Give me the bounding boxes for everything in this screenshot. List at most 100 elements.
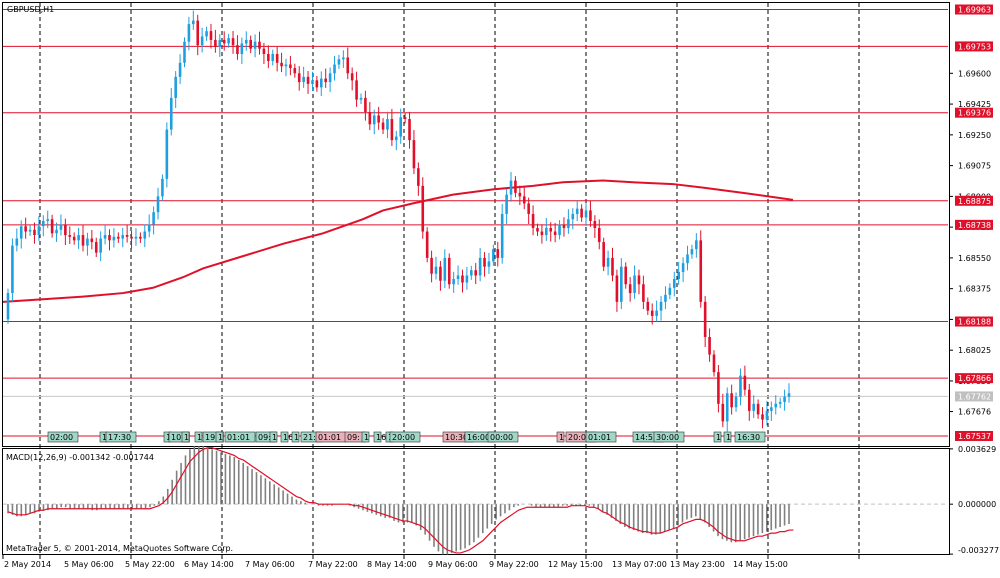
- event-tag-box: [373, 431, 382, 443]
- level-price-tag-label: 1.69376: [958, 109, 991, 118]
- candle-body: [514, 180, 517, 193]
- candle-body: [580, 208, 583, 218]
- candle-body: [439, 266, 442, 281]
- level-price-tag-box: [955, 195, 993, 206]
- event-tag: 20:00: [389, 431, 421, 443]
- candle: [161, 174, 164, 201]
- candle: [121, 227, 125, 248]
- candle-body: [192, 20, 195, 25]
- candle: [59, 214, 63, 236]
- level-price-tag-box: [955, 107, 993, 118]
- candle: [28, 225, 32, 236]
- candle-body: [712, 354, 716, 373]
- candle: [487, 252, 491, 274]
- candle-body: [262, 48, 266, 54]
- event-tag-box: [224, 431, 256, 443]
- event-tag-box: [291, 431, 300, 443]
- candle: [350, 67, 354, 91]
- candle: [531, 205, 535, 236]
- candle-body: [708, 337, 711, 355]
- candle: [205, 26, 208, 41]
- candle-body: [15, 238, 19, 246]
- candle-body: [37, 226, 41, 236]
- candle-body: [536, 228, 539, 232]
- time-tick-label: 5 May 22:00: [125, 560, 175, 569]
- candle: [306, 71, 310, 94]
- event-tag-label: 1: [294, 433, 299, 442]
- candle-body: [315, 80, 319, 88]
- event-tag: 02:00: [47, 431, 79, 443]
- candle-body: [589, 210, 592, 221]
- candle: [606, 250, 610, 276]
- candle-body: [686, 254, 689, 264]
- candle-body: [169, 97, 173, 130]
- candle-body: [668, 287, 672, 295]
- candle-body: [161, 178, 164, 197]
- candle: [253, 34, 257, 58]
- price-tick-label: 1.68375: [958, 285, 991, 294]
- candle-body: [567, 219, 570, 229]
- candle-body: [752, 403, 756, 411]
- event-tag-label: 00:00: [490, 433, 513, 442]
- candle-body: [41, 220, 45, 227]
- level-price-tag: 1.68188: [955, 316, 993, 327]
- candle: [386, 111, 389, 139]
- current-price-tag-box: [955, 391, 993, 402]
- macd-tick-label: -0.003277: [958, 546, 999, 555]
- event-tag-label: 09:: [347, 433, 360, 442]
- candle: [192, 10, 195, 30]
- candle: [567, 209, 570, 234]
- event-tag: 1: [215, 431, 224, 443]
- candle: [90, 229, 94, 250]
- candle: [430, 250, 433, 283]
- macd-indicator: [3, 446, 948, 555]
- level-price-tag-box: [955, 41, 993, 52]
- grid: [39, 3, 860, 554]
- candle: [267, 45, 270, 69]
- level-price-tag: 1.68875: [955, 195, 993, 206]
- candle-body: [500, 213, 504, 258]
- event-tag-label: 1: [726, 433, 731, 442]
- horizontal-level-lines[interactable]: [3, 9, 948, 437]
- event-tags[interactable]: 02:00 1 17:30 1 10: 1 1 19: 1 01:01 09: 1 16 1 21: 01:0…: [47, 431, 766, 443]
- candle: [465, 266, 469, 290]
- candle-body: [672, 278, 676, 288]
- price-axis[interactable]: 1.696001.694251.692501.690751.689001.687…: [949, 4, 993, 441]
- candle: [324, 68, 327, 88]
- candle: [271, 49, 275, 66]
- candle-body: [284, 64, 288, 67]
- candle: [571, 208, 575, 230]
- candle-body: [333, 64, 336, 74]
- candle-body: [637, 275, 641, 285]
- candle: [183, 37, 186, 68]
- candle: [249, 35, 252, 54]
- candle: [6, 288, 10, 324]
- candle-body: [509, 180, 513, 195]
- candle-body: [125, 235, 129, 237]
- candle: [452, 271, 455, 293]
- time-tick-label: 9 May 06:00: [428, 560, 478, 569]
- candle-body: [293, 68, 297, 74]
- candle: [668, 283, 672, 300]
- candle: [125, 225, 129, 243]
- candle-body: [258, 41, 261, 49]
- level-price-tag: 1.69963: [955, 4, 993, 15]
- candles[interactable]: [6, 10, 791, 432]
- candle-body: [86, 238, 89, 246]
- level-price-tag-box: [955, 4, 993, 15]
- candle: [558, 220, 561, 240]
- event-tag-box: [585, 431, 617, 443]
- event-tag-box: [202, 431, 224, 443]
- event-tag: 01:01: [585, 431, 617, 443]
- candle: [545, 217, 548, 241]
- time-axis[interactable]: 2 May 2014 5 May 06:00 5 May 22:00 6 May 14…: [2, 555, 860, 569]
- candle-body: [81, 235, 85, 246]
- candle: [346, 47, 350, 80]
- candle: [240, 37, 244, 65]
- candle: [783, 389, 786, 411]
- candle-body: [730, 393, 733, 408]
- candle-body: [553, 231, 557, 236]
- level-price-tag: 1.68738: [955, 219, 993, 230]
